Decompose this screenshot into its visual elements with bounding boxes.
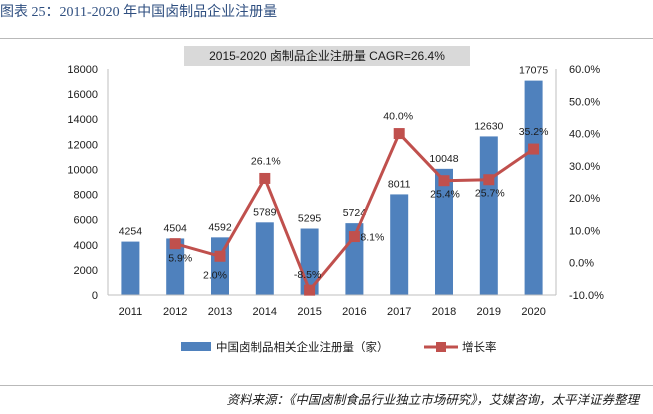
x-tick-label: 2016 xyxy=(342,306,366,318)
y-right-tick-label: 0.0% xyxy=(569,258,594,270)
x-tick-label: 2015 xyxy=(297,306,321,318)
y-left-tick-label: 14000 xyxy=(67,114,98,126)
legend-swatch-bar xyxy=(181,342,211,351)
growth-point-2017 xyxy=(393,128,405,140)
growth-point-2016 xyxy=(348,231,360,243)
growth-point-2014 xyxy=(259,172,271,184)
growth-point-2015 xyxy=(304,284,316,296)
x-tick-label: 2017 xyxy=(387,306,411,318)
y-right-tick-label: 30.0% xyxy=(569,161,600,173)
bar-2011 xyxy=(121,241,140,295)
bar-value-label: 17075 xyxy=(519,65,548,77)
y-right-tick-label: 20.0% xyxy=(569,193,600,205)
growth-value-label: 40.0% xyxy=(383,111,413,123)
x-tick-label: 2020 xyxy=(521,306,545,318)
growth-point-2012 xyxy=(169,238,181,250)
bar-2019 xyxy=(479,136,498,295)
figure-title: 图表 25：2011-2020 年中国卤制品企业注册量 xyxy=(0,5,278,20)
bar-2012 xyxy=(166,238,185,295)
growth-value-label: 26.1% xyxy=(251,155,281,167)
bar-value-label: 4504 xyxy=(164,222,188,234)
combo-chart: 4254 4504 4592 5789 5295 5724 8011 10048 12630 17… xyxy=(67,64,604,354)
bar-2017 xyxy=(390,194,409,295)
y-right-tick-label: 40.0% xyxy=(569,129,600,141)
y-left-tick-label: 0 xyxy=(92,290,98,302)
y-left-tick-label: 18000 xyxy=(67,64,98,76)
bottom-divider xyxy=(0,385,653,386)
x-tick-label: 2012 xyxy=(163,306,187,318)
bar-value-label: 12630 xyxy=(474,120,503,132)
legend-label-line: 增长率 xyxy=(462,340,497,354)
y-left-tick-label: 16000 xyxy=(67,89,98,101)
growth-value-label: 8.1% xyxy=(360,232,384,244)
y-left-tick-label: 4000 xyxy=(74,240,98,252)
bar-value-label: 4254 xyxy=(119,226,143,238)
bar-value-label: 5295 xyxy=(298,213,322,225)
x-tick-label: 2013 xyxy=(208,306,232,318)
y-right-tick-label: 50.0% xyxy=(569,96,600,108)
growth-point-2019 xyxy=(483,174,495,186)
top-divider xyxy=(0,38,653,39)
growth-value-label: 2.0% xyxy=(203,269,227,281)
growth-value-label: 25.7% xyxy=(475,188,505,200)
bar-value-label: 5724 xyxy=(343,207,367,219)
legend-label-bar: 中国卤制品相关企业注册量（家） xyxy=(216,340,389,354)
bar-2018 xyxy=(435,168,453,295)
y-left-tick-label: 10000 xyxy=(67,164,98,176)
y-right-tick-label: -10.0% xyxy=(569,290,604,302)
y-right-tick-label: 10.0% xyxy=(569,225,600,237)
x-tick-label: 2014 xyxy=(253,306,277,318)
growth-point-2018 xyxy=(438,175,450,187)
growth-point-2020 xyxy=(528,143,540,155)
x-tick-label: 2019 xyxy=(477,306,501,318)
growth-value-label: -8.5% xyxy=(294,269,321,281)
growth-value-label: 25.4% xyxy=(430,189,460,201)
source-note: 资料来源：《中国卤制食品行业独立市场研究》，艾媒咨询，太平洋证券整理 xyxy=(226,393,639,407)
bar-value-label: 10048 xyxy=(429,153,458,165)
growth-value-label: 5.9% xyxy=(168,253,192,265)
bar-2020 xyxy=(524,80,543,295)
bar-value-label: 4592 xyxy=(208,221,232,233)
legend-marker-line xyxy=(436,342,446,352)
growth-value-label: 35.2% xyxy=(519,126,549,138)
bar-2014 xyxy=(255,222,274,295)
y-left-tick-label: 12000 xyxy=(67,139,98,151)
growth-point-2013 xyxy=(214,250,226,262)
x-tick-label: 2018 xyxy=(432,306,456,318)
bar-value-label: 5789 xyxy=(253,206,277,218)
y-left-tick-label: 6000 xyxy=(74,215,98,227)
y-right-tick-label: 60.0% xyxy=(569,64,600,76)
bar-value-label: 8011 xyxy=(388,178,411,190)
y-left-tick-label: 8000 xyxy=(74,190,98,202)
y-left-tick-label: 2000 xyxy=(74,265,98,277)
x-tick-label: 2011 xyxy=(119,306,143,318)
chart-title: 2015-2020 卤制品企业注册量 CAGR=26.4% xyxy=(184,46,470,66)
